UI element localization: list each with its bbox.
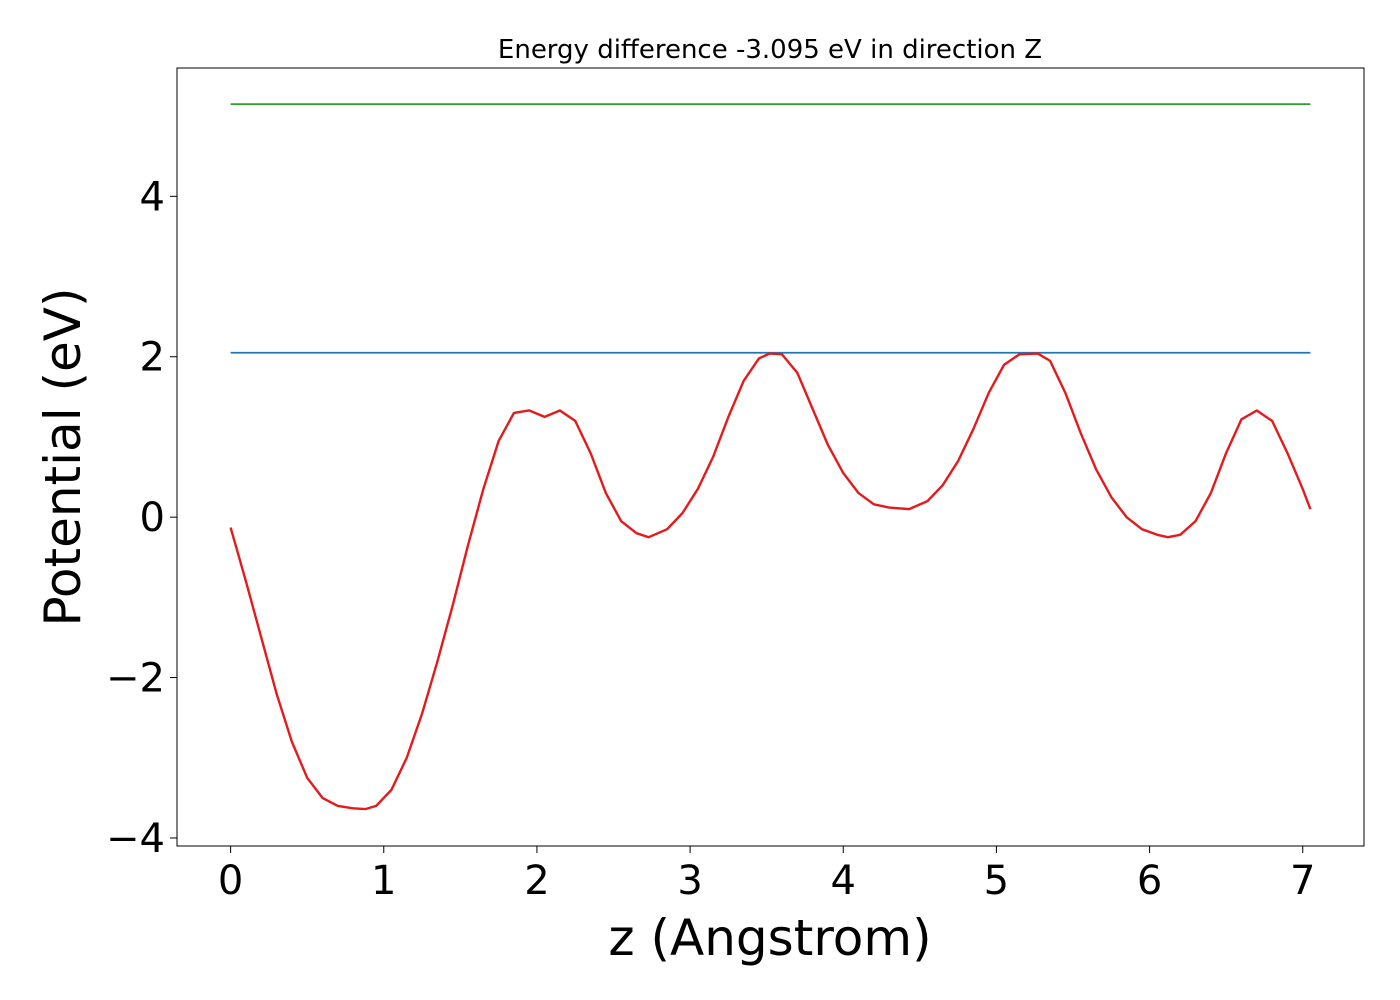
- y-tick-label: 0: [140, 495, 165, 541]
- x-tick-label: 4: [831, 858, 856, 904]
- x-tick-label: 5: [984, 858, 1009, 904]
- x-tick-label: 7: [1290, 858, 1315, 904]
- y-tick-label: 4: [140, 174, 165, 220]
- series-line-3: [229, 352, 1312, 811]
- x-axis-label: z (Angstrom): [608, 909, 931, 967]
- x-tick-label: 0: [218, 858, 243, 904]
- y-tick-label: −4: [106, 816, 165, 862]
- y-axis-ticks: −4 −2 0 2 4: [106, 174, 177, 862]
- x-axis-ticks: 0 1 2 3 4 5 6 7: [218, 846, 1315, 904]
- chart-title: Energy difference -3.095 eV in direction…: [498, 35, 1042, 65]
- plot-frame: [176, 67, 1365, 847]
- x-tick-label: 6: [1137, 858, 1162, 904]
- series-layer: [229, 103, 1312, 811]
- y-tick-label: 2: [140, 335, 165, 381]
- x-tick-label: 3: [677, 858, 702, 904]
- x-tick-label: 1: [371, 858, 396, 904]
- x-tick-label: 2: [524, 858, 549, 904]
- y-tick-label: −2: [106, 656, 165, 702]
- y-axis-label: Potential (eV): [34, 288, 92, 627]
